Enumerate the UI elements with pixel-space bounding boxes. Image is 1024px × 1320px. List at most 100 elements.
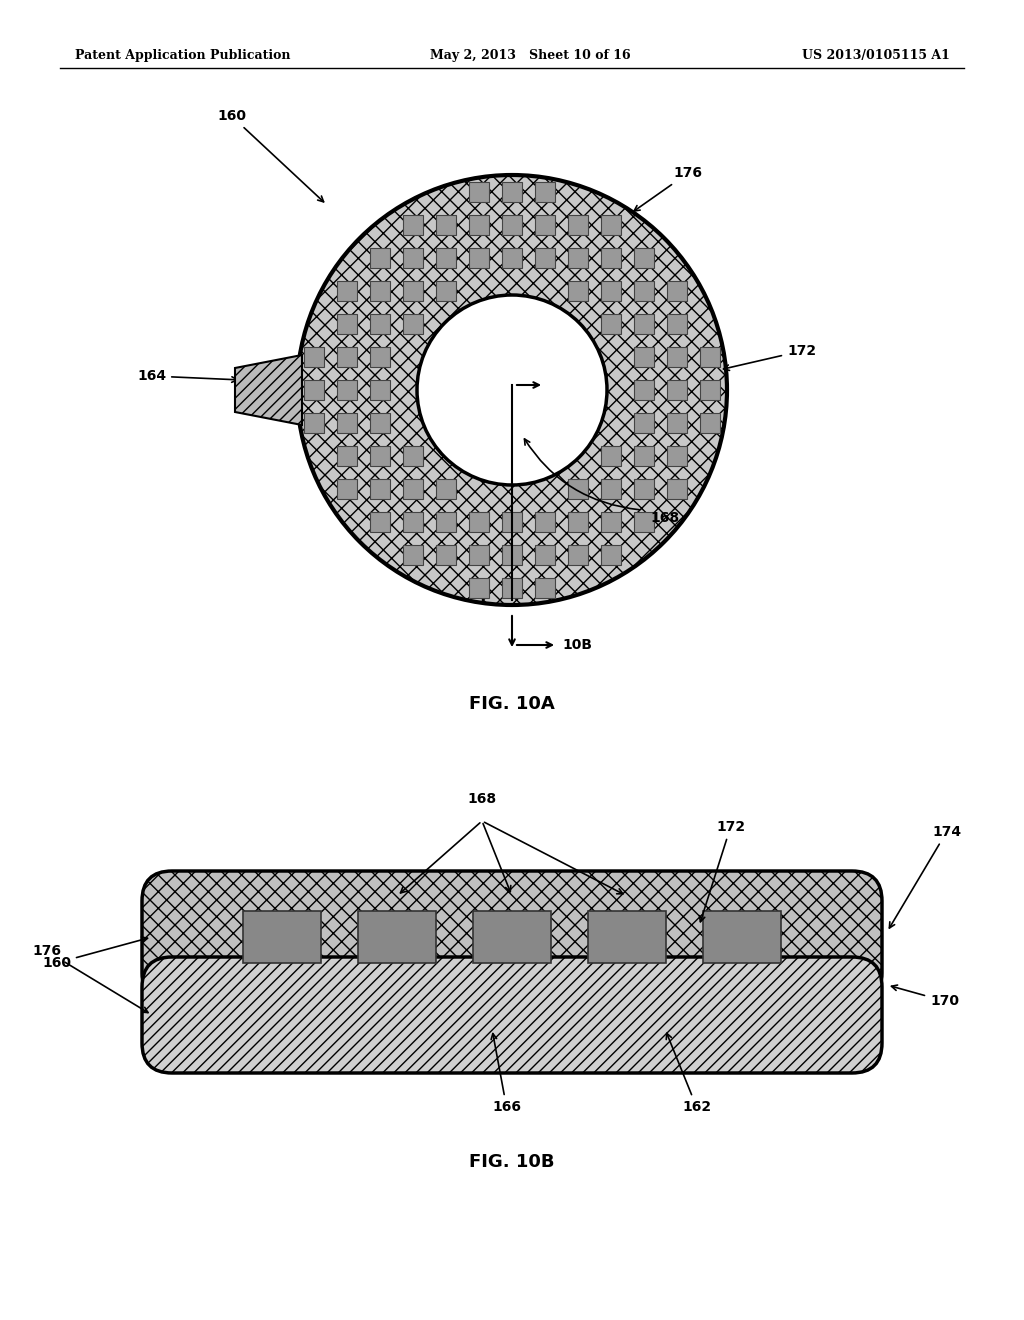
Text: 160: 160 [217,110,324,202]
Text: US 2013/0105115 A1: US 2013/0105115 A1 [802,49,950,62]
Bar [469,215,489,235]
Text: 160: 160 [42,937,147,970]
Text: 168: 168 [650,511,679,525]
Bar [601,479,621,499]
Bar [436,215,456,235]
Bar [535,248,555,268]
Bar [358,911,436,964]
Bar [700,347,720,367]
Bar [588,911,666,964]
Text: 176: 176 [634,166,702,211]
Bar [634,248,654,268]
Bar [502,545,522,565]
Bar [667,380,687,400]
Bar [403,281,423,301]
Bar [370,281,390,301]
Text: 172: 172 [699,820,745,921]
Circle shape [297,176,727,605]
Bar [535,182,555,202]
Bar [502,182,522,202]
Bar [634,446,654,466]
Circle shape [417,294,607,484]
Text: 172: 172 [724,345,816,371]
Bar [436,545,456,565]
Bar [634,413,654,433]
Text: FIG. 10A: FIG. 10A [469,696,555,713]
Text: 174: 174 [890,825,962,928]
Bar [535,545,555,565]
Bar [370,446,390,466]
Bar [337,479,357,499]
Bar [436,512,456,532]
Bar [436,479,456,499]
Bar [601,545,621,565]
Bar [634,281,654,301]
Bar [601,314,621,334]
Bar [403,446,423,466]
Bar [601,512,621,532]
Bar [568,215,588,235]
Text: 164: 164 [137,370,238,383]
Bar [535,512,555,532]
Text: 168: 168 [467,792,497,807]
Bar [337,347,357,367]
Bar [403,512,423,532]
Text: 170: 170 [892,985,959,1008]
Polygon shape [234,355,302,425]
Bar [304,347,324,367]
Bar [502,248,522,268]
Bar [667,314,687,334]
Bar [601,446,621,466]
Bar [473,911,551,964]
Bar [502,512,522,532]
Bar [370,512,390,532]
Bar [601,215,621,235]
Bar [469,248,489,268]
Bar [337,380,357,400]
Bar [568,281,588,301]
Bar [337,314,357,334]
Text: 10B: 10B [562,638,592,652]
Bar [370,413,390,433]
Bar [337,446,357,466]
Bar [601,248,621,268]
Bar [370,248,390,268]
Bar [370,380,390,400]
Bar [535,215,555,235]
Bar [403,215,423,235]
Bar [634,380,654,400]
Bar [667,446,687,466]
Text: FIG. 10B: FIG. 10B [469,1152,555,1171]
Bar [304,380,324,400]
Bar [568,545,588,565]
Bar [436,248,456,268]
Bar [634,314,654,334]
Bar [370,479,390,499]
Bar [703,911,781,964]
Text: 176: 176 [32,944,148,1012]
Bar [403,545,423,565]
Text: 162: 162 [667,1034,711,1114]
FancyBboxPatch shape [142,871,882,1003]
Bar [535,578,555,598]
Bar [469,545,489,565]
Text: Patent Application Publication: Patent Application Publication [75,49,291,62]
Bar [568,512,588,532]
Bar [634,512,654,532]
Text: 166: 166 [492,1034,521,1114]
Bar [568,248,588,268]
Bar [667,479,687,499]
Bar [337,413,357,433]
Bar [502,215,522,235]
Bar [403,479,423,499]
Bar [667,413,687,433]
Bar [568,479,588,499]
Bar [667,281,687,301]
Bar [370,314,390,334]
Bar [436,281,456,301]
Bar [403,248,423,268]
FancyBboxPatch shape [142,957,882,1073]
Bar [403,314,423,334]
Bar [469,182,489,202]
Bar [370,347,390,367]
